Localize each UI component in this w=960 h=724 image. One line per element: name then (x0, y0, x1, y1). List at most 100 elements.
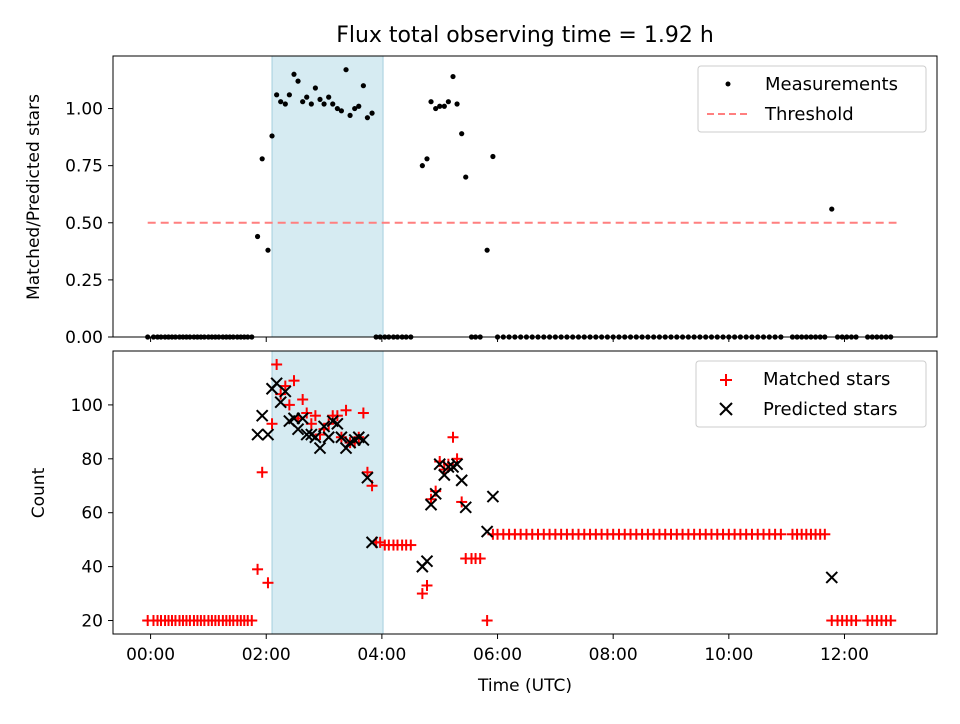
measurement-point (459, 131, 465, 137)
measurement-point (312, 85, 318, 91)
legend-measurements-label: Measurements (765, 74, 898, 95)
measurement-point (437, 103, 443, 109)
measurement-point (338, 108, 345, 114)
matched-star-point (819, 528, 831, 540)
top-panel: 0.00 0.25 0.50 0.75 1.00 Matched/Predicted s… (24, 55, 938, 348)
predicted-star-point (424, 498, 438, 511)
predicted-star-point (261, 428, 275, 441)
bottom-y-tick-label: 60 (81, 504, 103, 524)
x-tick-label: 02:00 (242, 645, 291, 665)
bottom-y-tick-label: 20 (81, 612, 103, 632)
measurement-point (269, 133, 275, 139)
matched-star-point (775, 528, 787, 540)
measurement-point (278, 99, 284, 105)
matched-star-point (447, 431, 459, 443)
measurement-point (419, 163, 425, 169)
predicted-star-point (420, 555, 434, 568)
x-tick-label: 08:00 (589, 645, 638, 665)
predicted-star-point (365, 536, 379, 549)
measurement-point (463, 174, 469, 180)
measurement-point (334, 105, 340, 112)
matched-star-point (309, 410, 321, 422)
x-tick-label: 10:00 (704, 645, 753, 665)
matched-star-point (256, 466, 268, 478)
bottom-legend-box (695, 360, 927, 428)
predicted-star-point (429, 487, 442, 501)
measurement-point (317, 96, 323, 103)
measurement-point (369, 110, 375, 116)
measurement-point (450, 73, 456, 80)
predicted-star-point (825, 571, 838, 584)
legend-matched-label: Matched stars (763, 369, 890, 390)
measurement-point (356, 103, 362, 109)
bottom-legend: Matched stars Predicted stars (695, 360, 927, 428)
measurement-point (330, 101, 336, 107)
top-axes-frame (112, 55, 938, 338)
matched-star-point (262, 577, 274, 589)
predicted-star-point (480, 525, 494, 538)
top-y-tick-label: 0.00 (65, 328, 103, 348)
matched-star-point (416, 588, 428, 600)
x-tick-label: 12:00 (820, 645, 869, 665)
measurement-point (321, 101, 327, 107)
matched-star-point (252, 563, 264, 575)
measurement-point (829, 206, 835, 212)
matched-star-point (271, 358, 283, 370)
x-tick-label: 04:00 (357, 645, 406, 665)
predicted-star-point (255, 409, 269, 422)
predicted-star-point (361, 471, 374, 484)
predicted-star-point (317, 420, 331, 433)
predicted-star-point (331, 417, 344, 430)
legend-predicted-marker (719, 402, 733, 416)
highlight-span (271, 350, 384, 635)
measurement-point (454, 101, 460, 107)
measurement-point (254, 233, 261, 240)
measurement-point (433, 105, 439, 112)
measurement-point (304, 94, 310, 100)
matched-star-point (357, 407, 369, 419)
predicted-star-point (357, 433, 370, 447)
x-tick-label: 00:00 (126, 645, 175, 665)
measurement-point (300, 99, 306, 105)
predicted-star-point (300, 428, 313, 441)
predicted-star-point (279, 385, 292, 398)
top-ylabel: Matched/Predicted stars (24, 94, 44, 300)
predicted-star-point (442, 460, 455, 474)
measurement-point (490, 153, 496, 160)
bottom-ylabel: Count (29, 467, 49, 518)
top-legend-box (697, 65, 927, 133)
bottom-y-tick-label: 80 (81, 450, 103, 470)
top-y-tick-label: 1.00 (65, 100, 103, 120)
measurement-point (347, 112, 353, 118)
measurement-point (360, 83, 366, 89)
measurement-point (295, 78, 301, 84)
measurement-point (424, 156, 430, 162)
legend-threshold-label: Threshold (764, 104, 854, 125)
chart-title: Flux total observing time = 1.92 h (336, 23, 714, 48)
predicted-star-point (313, 441, 327, 455)
predicted-star-point (486, 490, 500, 503)
measurement-point (364, 115, 371, 121)
predicted-star-point (459, 501, 472, 514)
measurement-point (286, 92, 292, 98)
measurement-point (343, 67, 349, 73)
matched-star-point (340, 404, 352, 416)
predicted-star-point (450, 457, 464, 471)
matched-star-point (481, 615, 493, 627)
top-legend: Measurements Threshold (697, 65, 927, 133)
measurement-point (484, 247, 490, 253)
bottom-axes-frame (112, 350, 938, 635)
bottom-y-tick-label: 100 (71, 396, 103, 416)
matched-star-point (885, 615, 897, 627)
predicted-star-point (291, 422, 305, 436)
measurement-point (352, 105, 358, 112)
highlight-span (271, 55, 384, 338)
predicted-star-point (322, 431, 335, 444)
measurement-point (326, 94, 332, 100)
bottom-xlabel: Time (UTC) (477, 676, 572, 696)
measurement-point (265, 247, 271, 253)
predicted-star-point (296, 412, 309, 425)
measurement-point (274, 92, 280, 98)
top-y-tick-label: 0.75 (65, 157, 103, 177)
